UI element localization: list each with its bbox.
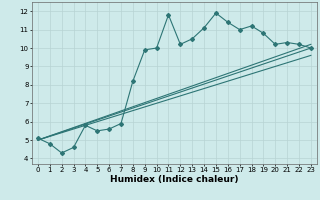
X-axis label: Humidex (Indice chaleur): Humidex (Indice chaleur) — [110, 175, 239, 184]
